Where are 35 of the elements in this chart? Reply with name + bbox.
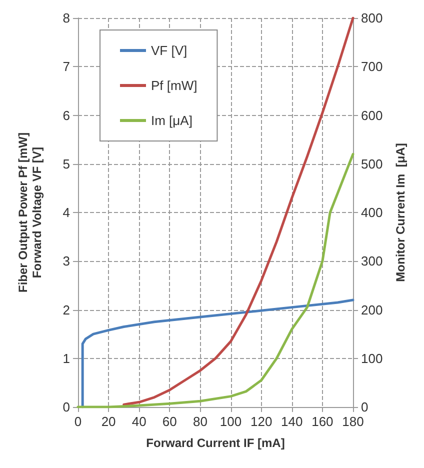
y-tick-label: 1 [62, 350, 70, 366]
x-tick-label: 80 [192, 414, 208, 429]
y-tick-label: 2 [62, 302, 70, 318]
y-axis-title: Fiber Output Power Pf [mW] Forward Voltage VF [V] [16, 132, 44, 292]
legend-label: Im [μA] [151, 113, 192, 128]
x-tick-label: 100 [220, 414, 242, 429]
y-tick-label: 0 [62, 400, 70, 414]
x-tick-label: 20 [101, 414, 116, 429]
line-series [81, 298, 354, 408]
y2-tick-label: 400 [361, 205, 383, 220]
x-tick-label: 120 [250, 414, 272, 429]
y-tick-label: 4 [62, 205, 70, 220]
y2-tick-label: 0 [361, 400, 368, 414]
x-tick-label: 60 [162, 414, 177, 429]
y-tick-label: 7 [62, 59, 70, 74]
y2-tick-label: 300 [361, 254, 383, 269]
x-tick-label: 160 [312, 414, 334, 429]
y2-axis-title: Monitor Current Im [μA] [394, 143, 408, 282]
x-axis-title: Forward Current IF [mA] [146, 436, 285, 450]
x-tick-label: 180 [342, 414, 364, 429]
y-tick-label: 6 [62, 108, 70, 123]
y2-tick-label: 800 [361, 10, 383, 26]
y2-tick-label: 200 [361, 302, 383, 318]
y2-tick-label: 700 [361, 59, 383, 74]
y-tick-label: 8 [62, 10, 70, 26]
x-tick-label: 40 [132, 414, 146, 429]
y-tick-label: 5 [62, 156, 70, 172]
legend-label: VF [V] [151, 43, 188, 58]
y2-tick-label: 600 [361, 108, 383, 123]
x-tick-label: 140 [281, 414, 303, 429]
x-tick-label: 0 [74, 414, 82, 429]
legend-label: Pf [mW] [151, 78, 198, 93]
y-tick-label: 3 [62, 254, 70, 269]
y2-tick-label: 100 [361, 350, 383, 366]
y2-tick-label: 500 [361, 156, 383, 172]
